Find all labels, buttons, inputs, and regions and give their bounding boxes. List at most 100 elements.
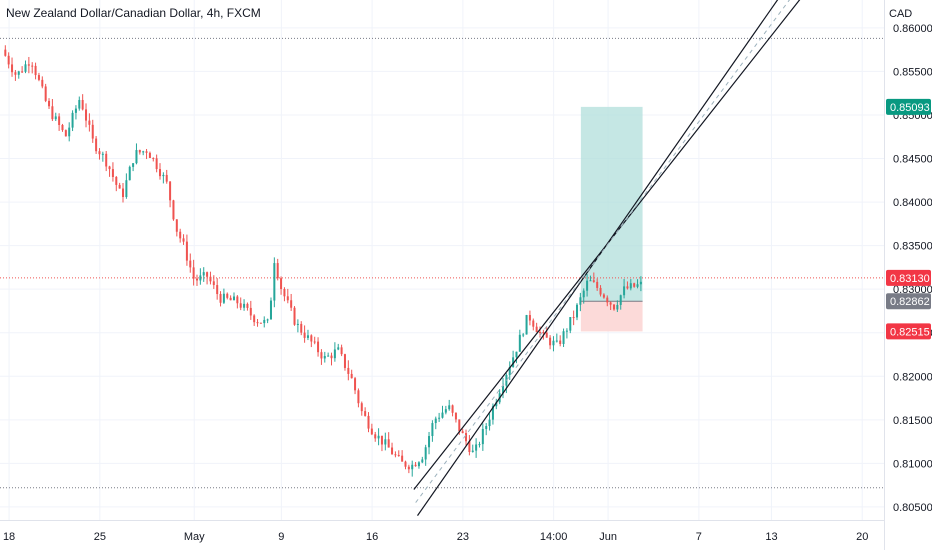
candle-body <box>589 280 592 282</box>
candle-body <box>491 406 494 420</box>
time-tick-label: 25 <box>94 531 106 543</box>
candle-body <box>559 340 562 344</box>
candle-body <box>169 181 172 201</box>
candle-body <box>165 174 168 182</box>
candle-body <box>306 335 309 338</box>
candle-body <box>458 419 461 432</box>
candle-body <box>337 347 340 350</box>
candles <box>4 45 642 477</box>
currency-label: CAD <box>889 8 913 20</box>
candle-body <box>212 281 215 286</box>
candle-body <box>525 315 528 335</box>
horizontal-lines[interactable] <box>0 37 884 489</box>
candle-body <box>263 319 266 324</box>
time-tick-label: 7 <box>696 531 702 543</box>
time-tick-label: 16 <box>366 531 378 543</box>
price-tick-label: 0.81500 <box>893 415 932 427</box>
candle-body <box>253 315 256 323</box>
candle-body <box>350 373 353 379</box>
candle-body <box>582 290 585 298</box>
candle-body <box>609 302 612 305</box>
candle-body <box>51 106 54 120</box>
candle-body <box>155 158 158 170</box>
candle-body <box>249 307 252 316</box>
candle-body <box>384 439 387 445</box>
candle-body <box>128 166 131 181</box>
candle-body <box>286 296 289 301</box>
candle-body <box>27 64 30 66</box>
position-zones[interactable] <box>580 106 643 332</box>
candle-body <box>192 267 195 279</box>
candle-body <box>202 272 205 276</box>
candle-body <box>471 450 474 452</box>
candle-body <box>327 355 330 357</box>
price-tick-label: 0.81000 <box>893 458 932 470</box>
candle-body <box>374 434 377 439</box>
candle-body <box>236 296 239 304</box>
candle-body <box>539 332 542 334</box>
candle-body <box>394 454 397 456</box>
candle-body <box>414 464 417 467</box>
candle-body <box>21 71 24 73</box>
candle-body <box>387 439 390 448</box>
candle-body <box>367 415 370 429</box>
candle-body <box>508 367 511 376</box>
candle-body <box>377 435 380 439</box>
candle-body <box>4 49 7 56</box>
candle-body <box>616 304 619 310</box>
candle-body <box>636 284 639 287</box>
price-tag-label: 0.85093 <box>890 102 930 114</box>
candle-body <box>293 307 296 325</box>
candle-body <box>246 303 249 308</box>
candle-body <box>434 418 437 424</box>
candle-body <box>454 412 457 420</box>
candle-body <box>502 385 505 394</box>
candle-body <box>145 151 148 153</box>
candle-body <box>528 315 531 321</box>
candle-body <box>206 272 209 277</box>
candle-body <box>266 319 269 321</box>
candle-body <box>320 352 323 359</box>
candle-body <box>397 454 400 456</box>
candle-body <box>14 72 17 75</box>
candle-body <box>296 323 299 325</box>
candle-body <box>629 283 632 289</box>
candle-body <box>219 294 222 303</box>
candle-body <box>132 163 135 167</box>
candle-body <box>172 200 175 220</box>
price-tick-label: 0.84500 <box>893 154 932 166</box>
candle-body <box>347 367 350 374</box>
candle-body <box>71 112 74 128</box>
candle-body <box>122 188 125 198</box>
trend-channel[interactable] <box>413 0 813 516</box>
candle-body <box>54 116 57 120</box>
candle-body <box>182 238 185 242</box>
candle-body <box>340 347 343 355</box>
channel-midline <box>415 0 790 503</box>
candle-body <box>542 332 545 334</box>
candle-body <box>572 317 575 319</box>
candle-body <box>448 405 451 410</box>
candle-body <box>522 334 525 336</box>
candle-body <box>592 280 595 282</box>
candle-body <box>209 276 212 282</box>
candle-body <box>428 436 431 448</box>
time-axis-bg <box>0 520 884 550</box>
price-tick-label: 0.86000 <box>893 23 932 35</box>
candle-body <box>138 150 141 153</box>
candle-body <box>518 334 521 352</box>
candle-body <box>451 405 454 413</box>
price-tag-label: 0.83130 <box>890 273 930 285</box>
candle-body <box>273 263 276 301</box>
candle-body <box>599 287 602 295</box>
candle-body <box>310 335 313 342</box>
candle-body <box>108 166 111 170</box>
candle-body <box>101 153 104 155</box>
candle-body <box>421 459 424 463</box>
candle-body <box>276 263 279 279</box>
price-tick-label: 0.80500 <box>893 502 932 514</box>
candle-body <box>152 158 155 160</box>
price-tag-entry <box>886 293 931 310</box>
